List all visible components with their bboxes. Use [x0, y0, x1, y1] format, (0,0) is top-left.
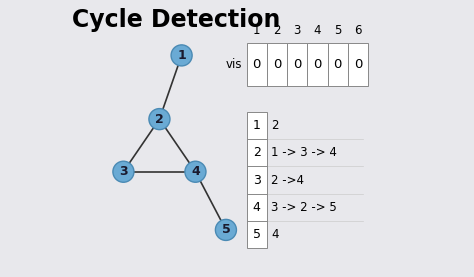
Text: 3 -> 2 -> 5: 3 -> 2 -> 5 — [271, 201, 337, 214]
Text: 0: 0 — [354, 58, 362, 71]
Text: 2: 2 — [271, 119, 279, 132]
Circle shape — [149, 109, 170, 130]
Text: 4: 4 — [314, 24, 321, 37]
FancyBboxPatch shape — [246, 112, 267, 248]
Circle shape — [171, 45, 192, 66]
Text: 6: 6 — [354, 24, 362, 37]
Text: 5: 5 — [253, 228, 261, 241]
Text: 0: 0 — [334, 58, 342, 71]
Text: 2: 2 — [253, 147, 261, 159]
Text: 0: 0 — [293, 58, 301, 71]
Circle shape — [113, 161, 134, 182]
Text: 3: 3 — [119, 165, 128, 178]
FancyBboxPatch shape — [267, 43, 287, 86]
Text: 2: 2 — [155, 113, 164, 125]
Text: 0: 0 — [273, 58, 281, 71]
FancyBboxPatch shape — [348, 43, 368, 86]
Text: Cycle Detection: Cycle Detection — [72, 8, 280, 32]
FancyBboxPatch shape — [246, 43, 267, 86]
Text: vis: vis — [226, 58, 243, 71]
Text: 4: 4 — [271, 228, 279, 241]
Text: 1: 1 — [177, 49, 186, 62]
Text: 5: 5 — [221, 224, 230, 236]
Text: 1: 1 — [253, 24, 261, 37]
Text: 0: 0 — [313, 58, 322, 71]
Text: 5: 5 — [334, 24, 341, 37]
Text: 2 ->4: 2 ->4 — [271, 174, 304, 186]
Circle shape — [215, 219, 237, 240]
FancyBboxPatch shape — [307, 43, 328, 86]
Text: 4: 4 — [253, 201, 261, 214]
Text: 1 -> 3 -> 4: 1 -> 3 -> 4 — [271, 147, 337, 159]
Text: 2: 2 — [273, 24, 281, 37]
Text: 3: 3 — [253, 174, 261, 186]
FancyBboxPatch shape — [287, 43, 307, 86]
Text: 0: 0 — [253, 58, 261, 71]
Text: 3: 3 — [293, 24, 301, 37]
Text: 1: 1 — [253, 119, 261, 132]
Text: 4: 4 — [191, 165, 200, 178]
FancyBboxPatch shape — [328, 43, 348, 86]
Circle shape — [185, 161, 206, 182]
